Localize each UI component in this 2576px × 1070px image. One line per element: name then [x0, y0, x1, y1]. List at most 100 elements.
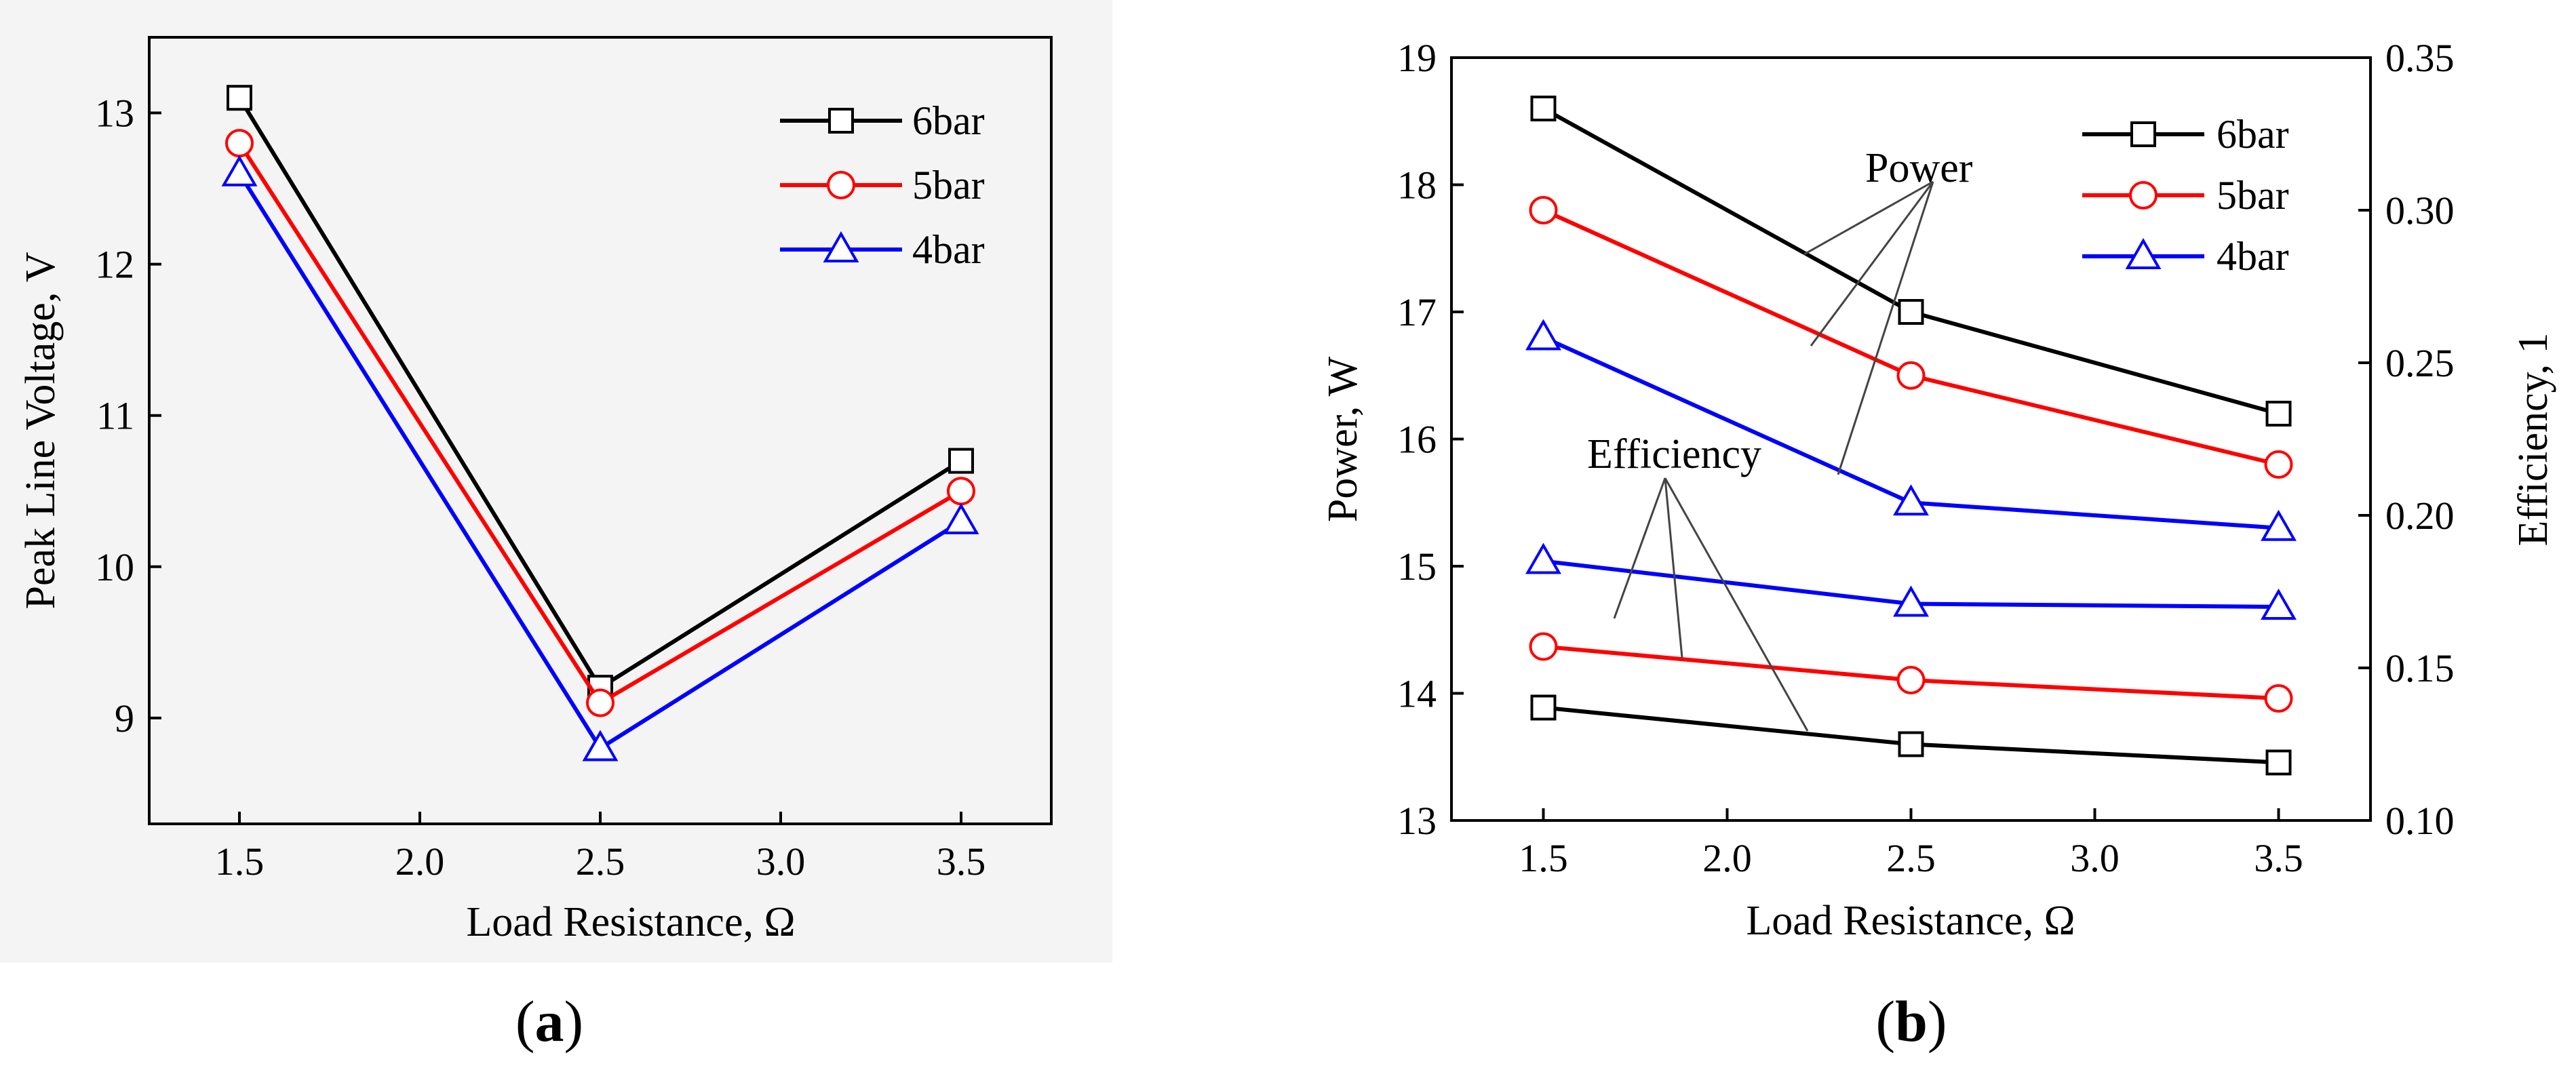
- panel-a-series-6bar: [227, 85, 974, 701]
- panel-a-legend-marker: [828, 108, 854, 134]
- efficiency-leader-4bar: [1613, 477, 1666, 619]
- power-annotation-leaders: [1803, 180, 1934, 475]
- panel-b-legend-item-4bar: 4bar: [2082, 234, 2289, 279]
- panel-b-left-y-tick-label: 18: [1397, 163, 1437, 207]
- panel-b-right-y-tick-label: 0.35: [2385, 36, 2455, 80]
- panel-b-left-y-tick-label: 14: [1397, 672, 1437, 716]
- panel-a-legend-item-4bar: 4bar: [780, 227, 985, 272]
- panel-b-x-tick-label: 3.0: [2070, 836, 2120, 880]
- panel-b-legend-item-5bar: 5bar: [2082, 173, 2289, 218]
- panel-a: 1.5 2.0 2.5 3.0 3.5 9 10 11 12 13 Load Resistance…: [0, 0, 1112, 963]
- panel-b-x-tick-label: 2.5: [1886, 836, 1936, 880]
- panel-a-data-point-4bar: [221, 155, 258, 186]
- panel-b-data-point-efficiency-4bar: [1893, 585, 1929, 617]
- panel-b-left-y-tick-label: 13: [1397, 799, 1437, 843]
- power-leader-4bar: [1837, 181, 1934, 475]
- panel-b-series-power-5bar: [1529, 196, 2293, 479]
- panel-a-data-point-5bar: [586, 688, 614, 717]
- panel-a-legend-item-6bar: 6bar: [780, 98, 985, 143]
- panel-b-caption-label: (b): [1875, 989, 1947, 1054]
- panel-a-x-tick-label: 2.5: [576, 839, 625, 884]
- panel-b-data-point-efficiency-4bar: [2261, 588, 2297, 620]
- panel-a-legend-label: 6bar: [912, 98, 985, 143]
- panel-b-right-y-tick-label: 0.20: [2385, 494, 2455, 538]
- panel-a-y-axis-title: Peak Line Voltage, V: [18, 252, 64, 609]
- panel-b-data-point-efficiency-4bar: [1525, 542, 1561, 574]
- panel-b-legend-marker: [2125, 237, 2162, 269]
- panel-b-data-point-power-4bar: [1525, 319, 1561, 351]
- panel-a-legend-label: 4bar: [912, 227, 985, 272]
- panel-a-x-tick-label: 3.5: [937, 839, 986, 884]
- efficiency-leader-6bar: [1664, 477, 1809, 732]
- panel-b-legend-label: 5bar: [2217, 173, 2289, 218]
- panel-b-data-point-power-4bar: [1893, 484, 1929, 516]
- panel-b-series-efficiency-6bar: [1530, 694, 2292, 776]
- panel-a-data-point-4bar: [582, 730, 619, 761]
- panel-a-data-point-6bar: [227, 85, 252, 111]
- panel-b-left-axis-title: Power, W: [1320, 356, 1366, 522]
- panel-a-caption-label: (a): [515, 989, 583, 1054]
- panel-b-data-point-efficiency-5bar: [2264, 684, 2293, 713]
- panel-a-y-tick-label: 10: [95, 545, 134, 589]
- panel-b-right-y-tick-label: 0.30: [2385, 189, 2455, 233]
- panel-b-series-efficiency-5bar: [1529, 632, 2293, 713]
- panel-b-left-y-tick-label: 19: [1397, 36, 1437, 80]
- panel-a-data-point-5bar: [947, 477, 975, 506]
- panel-b-left-y-tick-label: 15: [1397, 544, 1437, 589]
- panel-b-right-y-tick-label: 0.10: [2385, 799, 2455, 843]
- efficiency-leader-5bar: [1664, 477, 1683, 658]
- panel-b-data-point-efficiency-6bar: [1530, 694, 1557, 721]
- panel-b-series-power-4bar: [1525, 319, 2297, 541]
- panel-a-x-tick-label: 1.5: [215, 839, 265, 884]
- panel-b-series-power-6bar: [1530, 96, 2292, 427]
- panel-a-legend-marker: [823, 231, 859, 262]
- panel-b-right-axis-title: Efficiency, 1: [2510, 332, 2556, 546]
- panel-a-data-point-5bar: [225, 129, 254, 158]
- panel-a-x-tick-label: 3.0: [756, 839, 806, 884]
- annotation-power: Power: [1865, 145, 1973, 191]
- panel-b-data-point-power-6bar: [2265, 401, 2292, 427]
- panel-a-legend-item-5bar: 5bar: [780, 163, 985, 207]
- panel-b-series-efficiency-4bar: [1525, 542, 2297, 620]
- panel-b-data-point-efficiency-5bar: [1896, 666, 1926, 694]
- annotation-efficiency: Efficiency: [1587, 431, 1761, 477]
- panel-a-background: [0, 0, 1112, 963]
- panel-a-y-tick-label: 12: [95, 243, 134, 287]
- panel-a-data-point-4bar: [943, 502, 979, 534]
- panel-a-y-tick-label: 11: [96, 394, 134, 438]
- panel-a-data-point-6bar: [948, 448, 974, 474]
- panel-b-left-y-tick-label: 17: [1397, 290, 1437, 334]
- panel-b-data-point-efficiency-5bar: [1529, 632, 1558, 661]
- panel-b-x-axis-title: Load Resistance, Ω: [1746, 898, 2075, 944]
- panel-a-legend-marker: [827, 171, 855, 199]
- panel-a-y-tick-label: 13: [95, 92, 134, 136]
- panel-b-data-point-power-6bar: [1898, 299, 1924, 325]
- panel-b-legend-label: 6bar: [2217, 112, 2289, 157]
- panel-a-x-axis-title: Load Resistance, Ω: [466, 899, 795, 945]
- power-leader-5bar: [1810, 181, 1934, 346]
- panel-a-x-tick-label: 2.0: [395, 839, 445, 884]
- panel-b-data-point-power-4bar: [2261, 509, 2297, 541]
- panel-b-data-point-power-5bar: [1529, 196, 1558, 224]
- panel-b-legend-item-6bar: 6bar: [2082, 112, 2289, 157]
- panel-b-right-y-tick-label: 0.15: [2385, 646, 2455, 690]
- panel-a-series-5bar: [225, 129, 975, 717]
- panel-b-legend-marker: [2129, 181, 2158, 210]
- power-leader-6bar: [1803, 180, 1934, 256]
- efficiency-annotation-leaders: [1613, 477, 1809, 732]
- panel-b-legend-label: 4bar: [2217, 234, 2289, 279]
- panel-b-data-point-efficiency-6bar: [2265, 749, 2292, 776]
- panel-b-x-tick-label: 2.0: [1702, 836, 1752, 880]
- panel-b-right-y-tick-label: 0.25: [2385, 341, 2455, 385]
- panel-a-legend-label: 5bar: [912, 163, 985, 207]
- panel-b-data-point-power-5bar: [2264, 450, 2293, 479]
- panel-b-x-tick-label: 1.5: [1519, 836, 1568, 880]
- panel-b-data-point-power-5bar: [1896, 361, 1926, 390]
- panel-a-y-tick-label: 9: [115, 696, 134, 740]
- panel-b-left-y-tick-label: 16: [1397, 418, 1437, 462]
- panel-b-data-point-efficiency-6bar: [1898, 731, 1924, 757]
- panel-a-series-4bar: [221, 155, 979, 761]
- panel-b-x-tick-label: 3.5: [2254, 836, 2303, 880]
- panel-b: 1.5 2.0 2.5 3.0 3.5 13 14 15 16 17 18 19 0.10 0.15 0.2…: [1320, 36, 2556, 944]
